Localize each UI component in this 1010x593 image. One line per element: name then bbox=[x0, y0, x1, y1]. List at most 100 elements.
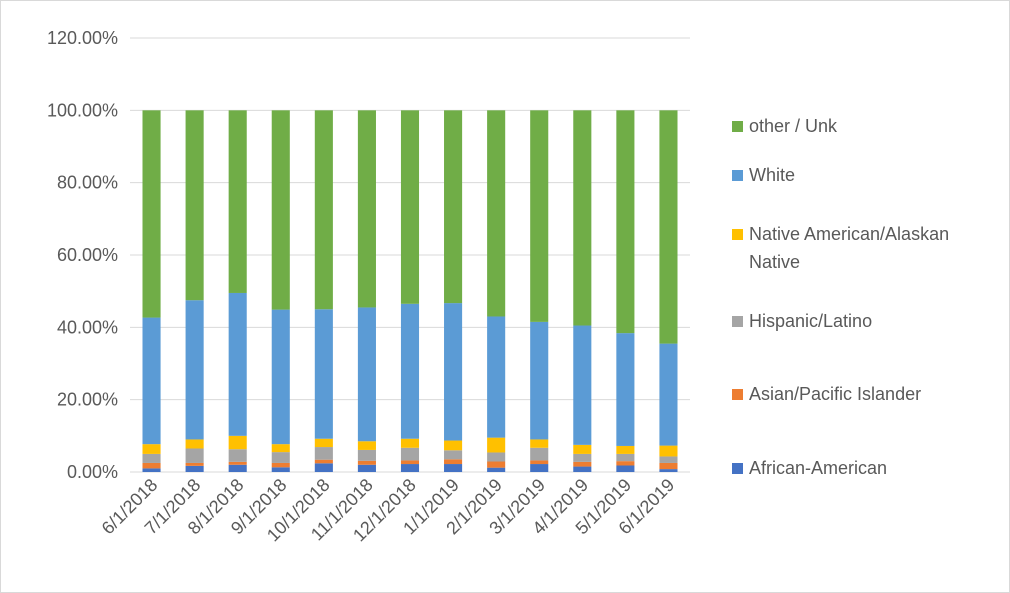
bar-segment bbox=[357, 464, 376, 472]
bar-segment bbox=[573, 466, 592, 472]
bar-segment bbox=[530, 464, 549, 472]
bar-segment bbox=[659, 462, 678, 470]
bar-segment bbox=[314, 463, 333, 472]
bar-segment bbox=[400, 447, 420, 461]
bar-segment bbox=[530, 460, 549, 465]
legend-label: African-American bbox=[749, 458, 887, 478]
bar-segment bbox=[444, 110, 463, 304]
bar-segment bbox=[616, 461, 635, 466]
bar-segment bbox=[314, 447, 333, 460]
bars bbox=[142, 110, 678, 472]
bar-segment bbox=[357, 307, 376, 442]
bar-segment bbox=[530, 110, 549, 322]
bar-segment bbox=[314, 438, 333, 448]
bar-segment bbox=[659, 469, 678, 472]
bar-segment bbox=[185, 110, 204, 301]
bar-segment bbox=[357, 449, 376, 461]
bar-segment bbox=[400, 464, 420, 472]
bar-segment bbox=[616, 445, 635, 454]
bar-segment bbox=[142, 444, 161, 454]
y-tick-label: 20.00% bbox=[57, 390, 118, 410]
legend-label: Hispanic/Latino bbox=[749, 311, 872, 331]
y-tick-label: 40.00% bbox=[57, 317, 118, 337]
bar-segment bbox=[444, 464, 463, 472]
bar-segment bbox=[616, 333, 635, 446]
bar-segment bbox=[271, 309, 290, 445]
bar-segment bbox=[185, 448, 204, 463]
bar-segment bbox=[142, 317, 161, 445]
bar-segment bbox=[573, 453, 592, 462]
bar-segment bbox=[185, 465, 204, 472]
bar-segment bbox=[530, 321, 549, 440]
bar-segment bbox=[228, 464, 247, 472]
legend-swatch bbox=[732, 389, 743, 400]
bar-segment bbox=[487, 437, 506, 453]
legend-label: other / Unk bbox=[749, 116, 838, 136]
bar-segment bbox=[271, 462, 290, 468]
bar-segment bbox=[659, 343, 678, 446]
y-tick-label: 120.00% bbox=[47, 28, 118, 48]
bar-segment bbox=[400, 438, 420, 448]
bar-segment bbox=[616, 110, 635, 334]
bar-segment bbox=[185, 462, 204, 466]
bar-segment bbox=[659, 456, 678, 463]
bar-segment bbox=[400, 303, 420, 439]
legend-label: Native American/Alaskan Native bbox=[749, 224, 949, 272]
bar-segment bbox=[573, 444, 592, 454]
bar-segment bbox=[314, 459, 333, 464]
bar-segment bbox=[487, 316, 506, 438]
bar-segment bbox=[659, 110, 678, 344]
bar-segment bbox=[444, 303, 463, 441]
bar-segment bbox=[616, 465, 635, 472]
bar-segment bbox=[573, 461, 592, 467]
bar-segment bbox=[357, 460, 376, 465]
bar-segment bbox=[314, 309, 333, 439]
bar-segment bbox=[271, 444, 290, 453]
bar-segment bbox=[487, 452, 506, 462]
bar-segment bbox=[185, 300, 204, 440]
y-tick-label: 0.00% bbox=[67, 462, 118, 482]
y-tick-label: 60.00% bbox=[57, 245, 118, 265]
legend-swatch bbox=[732, 316, 743, 327]
bar-segment bbox=[487, 110, 506, 317]
y-tick-label: 80.00% bbox=[57, 173, 118, 193]
bar-segment bbox=[616, 453, 635, 462]
bar-segment bbox=[444, 440, 463, 451]
bar-segment bbox=[228, 461, 247, 465]
bar-segment bbox=[228, 110, 247, 293]
bar-segment bbox=[444, 459, 463, 465]
bar-segment bbox=[228, 435, 247, 450]
y-axis: 0.00% 20.00% 40.00% 60.00% 80.00% 100.00% 120.… bbox=[47, 28, 118, 482]
y-tick-label: 100.00% bbox=[47, 100, 118, 120]
bar-segment bbox=[530, 447, 549, 461]
bar-segment bbox=[142, 468, 161, 472]
bar-segment bbox=[271, 110, 290, 310]
bar-segment bbox=[573, 325, 592, 445]
legend-swatch bbox=[732, 229, 743, 240]
bar-segment bbox=[400, 460, 420, 465]
legend-swatch bbox=[732, 121, 743, 132]
bar-segment bbox=[400, 110, 420, 304]
legend-swatch bbox=[732, 463, 743, 474]
bar-segment bbox=[271, 452, 290, 463]
bar-segment bbox=[659, 445, 678, 457]
bar-segment bbox=[487, 461, 506, 468]
bar-segment bbox=[142, 110, 161, 318]
bar-segment bbox=[357, 441, 376, 450]
bar-segment bbox=[228, 292, 247, 436]
bar-segment bbox=[271, 467, 290, 472]
bar-segment bbox=[314, 110, 333, 310]
bar-segment bbox=[530, 439, 549, 448]
legend-label: Asian/Pacific Islander bbox=[749, 384, 921, 404]
legend-label: White bbox=[749, 165, 795, 185]
bar-segment bbox=[487, 467, 506, 472]
bar-segment bbox=[357, 110, 376, 308]
legend-swatch bbox=[732, 170, 743, 181]
bar-segment bbox=[573, 110, 592, 326]
legend: other / Unk White Native American/Alaskan N… bbox=[732, 116, 949, 478]
bar-segment bbox=[228, 449, 247, 462]
bar-segment bbox=[444, 450, 463, 460]
bar-segment bbox=[142, 453, 161, 463]
